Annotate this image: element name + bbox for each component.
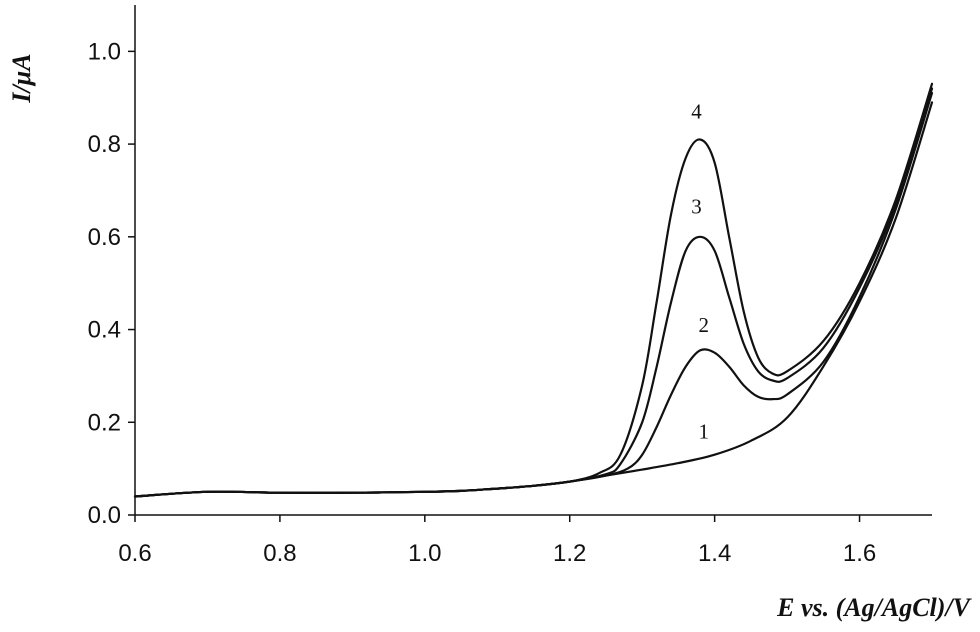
y-axis-title: I/μA (7, 53, 36, 103)
x-tick-label: 1.2 (553, 540, 586, 567)
x-tick-label: 1.0 (408, 540, 441, 567)
y-tick-label: 0.2 (88, 409, 121, 436)
series-group (133, 82, 934, 498)
series-line-1 (133, 101, 934, 498)
curve-label-1: 1 (699, 420, 710, 444)
curve-label-3: 3 (691, 195, 702, 219)
x-tick-label: 0.6 (118, 540, 151, 567)
series-line-4 (133, 82, 934, 498)
curve-label-4: 4 (691, 100, 702, 124)
y-tick-label: 0.8 (88, 131, 121, 158)
x-axis-title: E vs. (Ag/AgCl)/V (776, 593, 973, 622)
y-tick-label: 0.6 (88, 224, 121, 251)
curve-label-2: 2 (699, 313, 710, 337)
y-axis-title-unit: /μA (7, 53, 36, 94)
y-axis-title-symbol: I (7, 92, 36, 104)
x-tick-label: 0.8 (263, 540, 296, 567)
y-tick-label: 0.0 (88, 502, 121, 529)
y-tick-label: 1.0 (88, 38, 121, 65)
y-tick-label: 0.4 (88, 317, 121, 344)
series-line-2 (133, 92, 934, 498)
x-tick-label: 1.6 (843, 540, 876, 567)
curve-labels: 1 2 3 4 (691, 100, 709, 444)
series-line-3 (133, 87, 934, 498)
y-axis-ticks: 0.0 0.2 0.4 0.6 0.8 1.0 (88, 38, 135, 529)
x-tick-label: 1.4 (698, 540, 731, 567)
x-axis-ticks: 0.6 0.8 1.0 1.2 1.4 1.6 (118, 515, 876, 567)
